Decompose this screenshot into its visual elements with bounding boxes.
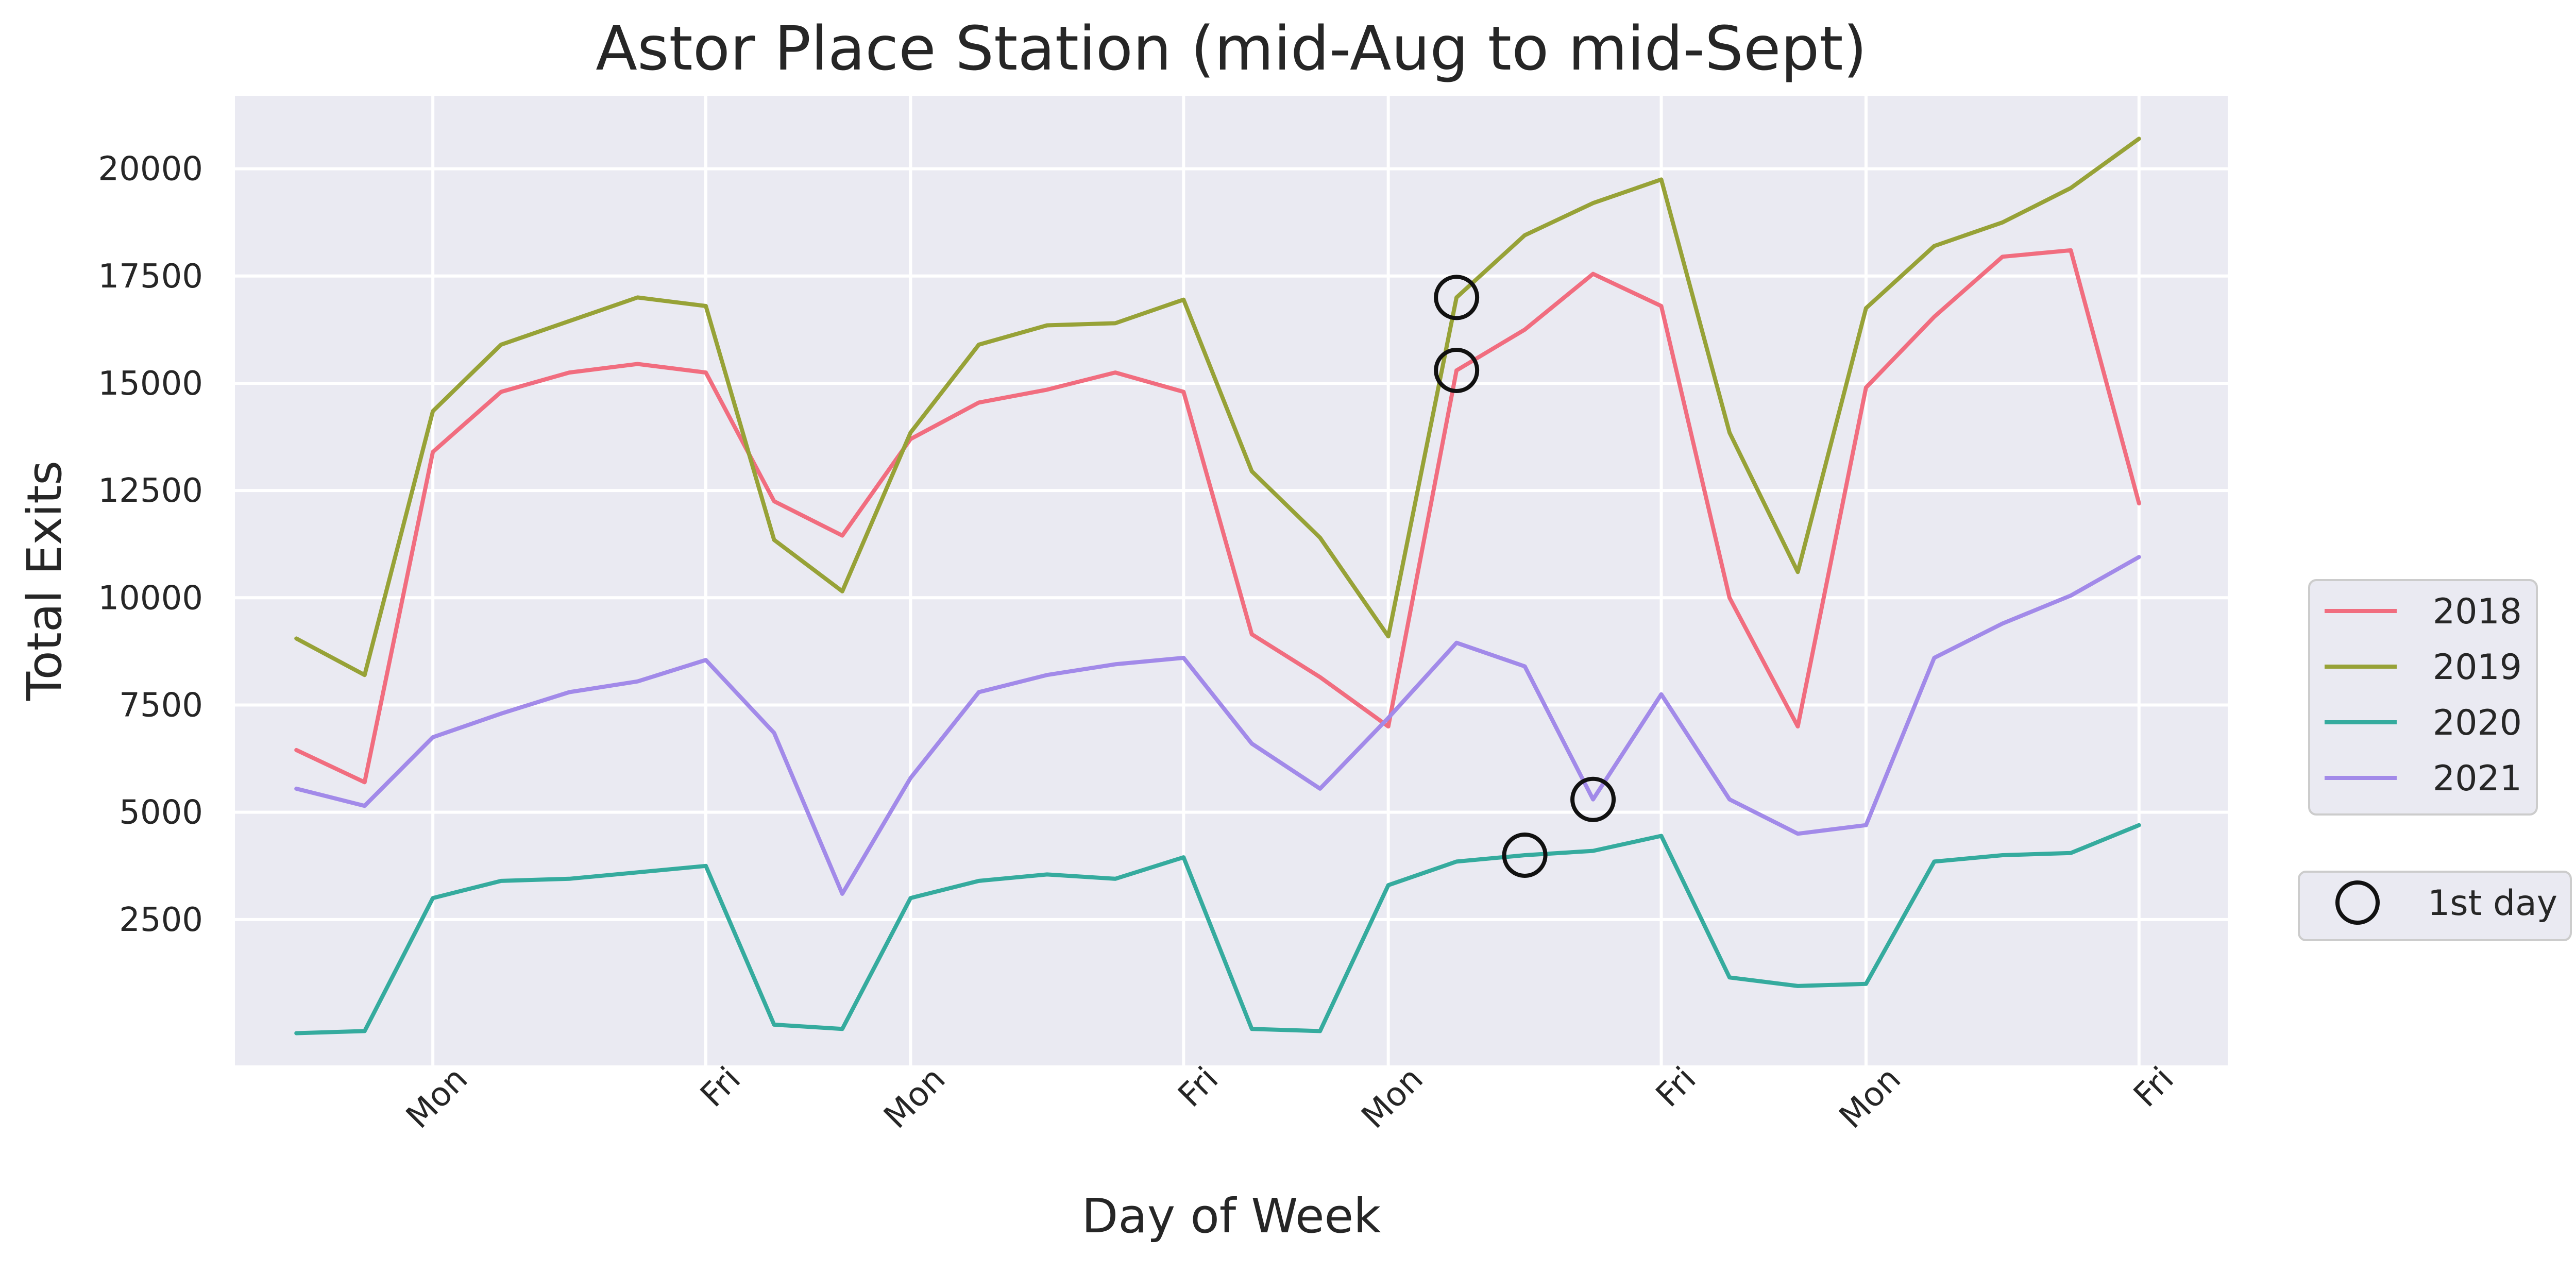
series-line-2018 xyxy=(294,248,2141,785)
x-tick-label: Fri xyxy=(693,1060,748,1114)
y-tick-label: 20000 xyxy=(98,150,203,189)
legend-label-2021: 2021 xyxy=(2433,758,2522,799)
y-tick-label: 12500 xyxy=(98,472,203,510)
first-day-markers xyxy=(1434,275,1616,878)
y-tick-label: 15000 xyxy=(98,365,203,403)
grid xyxy=(235,96,2228,1065)
plot-area xyxy=(235,96,2228,1065)
series-line-2020 xyxy=(294,823,2141,1036)
y-axis-label: Total Exits xyxy=(17,461,72,701)
series-line-2021 xyxy=(294,555,2141,896)
x-tick-label: Mon xyxy=(1832,1060,1908,1136)
y-tick-label: 17500 xyxy=(98,258,203,296)
x-tick-label: Mon xyxy=(399,1060,475,1136)
series-legend: 2018 2019 2020 2021 xyxy=(2308,579,2538,816)
marker-legend: 1st day xyxy=(2298,871,2572,941)
first-day-marker xyxy=(1434,347,1480,393)
x-tick-label: Fri xyxy=(1649,1060,1703,1114)
first-day-marker xyxy=(1570,776,1616,822)
series-line-2019 xyxy=(294,137,2141,677)
x-tick-label: Fri xyxy=(1171,1060,1226,1114)
y-tick-label: 2500 xyxy=(119,901,203,939)
x-tick-label: Mon xyxy=(1354,1060,1431,1136)
series-legend-box xyxy=(2308,579,2538,816)
x-axis-ticks: Mon Fri Mon Fri Mon Fri Mon Fri xyxy=(399,1060,2181,1136)
series-lines xyxy=(294,137,2141,1036)
y-tick-label: 7500 xyxy=(119,686,203,724)
first-day-marker-legend-icon xyxy=(2335,880,2380,925)
x-tick-label: Mon xyxy=(877,1060,953,1136)
legend-label-2020: 2020 xyxy=(2433,703,2522,743)
first-day-marker xyxy=(1434,275,1480,320)
legend-label-2019: 2019 xyxy=(2433,647,2522,688)
chart-title: Astor Place Station (mid-Aug to mid-Sept… xyxy=(596,13,1867,84)
x-tick-label: Fri xyxy=(2127,1060,2181,1114)
marker-legend-box xyxy=(2298,871,2572,941)
x-axis-label: Day of Week xyxy=(1082,1189,1382,1244)
first-day-marker xyxy=(1502,832,1548,878)
y-axis-ticks: 2500 5000 7500 10000 12500 15000 17500 20000 xyxy=(98,150,203,939)
marker-legend-label: 1st day xyxy=(2428,883,2557,924)
legend-label-2018: 2018 xyxy=(2433,591,2522,632)
y-tick-label: 5000 xyxy=(119,794,203,832)
y-tick-label: 10000 xyxy=(98,579,203,617)
